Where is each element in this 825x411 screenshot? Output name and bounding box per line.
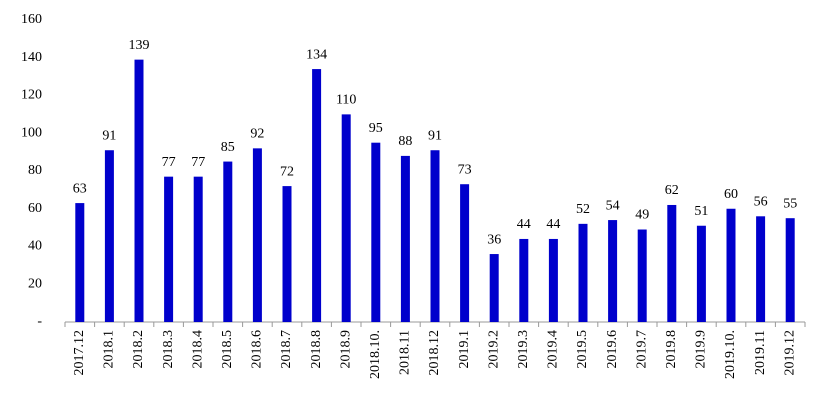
x-tick-label: 2019.6 xyxy=(605,330,620,369)
bar xyxy=(637,229,647,322)
x-tick-label: 2018.12 xyxy=(427,330,442,376)
value-label: 134 xyxy=(306,47,327,62)
x-tick-label: 2019.8 xyxy=(664,330,679,369)
value-label: 54 xyxy=(606,198,620,213)
value-label: 77 xyxy=(162,155,176,170)
value-label: 92 xyxy=(250,127,264,142)
y-tick-label: 60 xyxy=(28,201,42,216)
bar xyxy=(548,238,558,322)
x-tick-label: 2018.7 xyxy=(279,330,294,369)
bar xyxy=(430,150,440,322)
bar xyxy=(75,203,85,322)
bar xyxy=(519,238,529,322)
value-label: 77 xyxy=(191,155,205,170)
value-label: 110 xyxy=(336,93,356,108)
x-tick-label: 2018.4 xyxy=(190,330,205,369)
x-tick-label: 2019.5 xyxy=(575,330,590,369)
value-label: 95 xyxy=(369,121,383,136)
value-label: 52 xyxy=(576,202,590,217)
x-tick-label: 2018.10. xyxy=(368,330,383,379)
value-label: 56 xyxy=(754,195,768,210)
value-label: 139 xyxy=(129,38,150,53)
value-label: 60 xyxy=(724,187,738,202)
bar xyxy=(164,176,174,322)
bar xyxy=(756,216,766,322)
y-tick-label: 140 xyxy=(21,50,42,65)
y-tick-label: 80 xyxy=(28,163,42,178)
bar xyxy=(282,186,292,322)
bar xyxy=(223,161,233,322)
bar xyxy=(578,223,588,322)
value-label: 91 xyxy=(102,128,116,143)
bar xyxy=(785,218,795,322)
x-tick-label: 2019.10. xyxy=(723,330,738,379)
x-tick-label: 2019.9 xyxy=(694,330,709,369)
bar xyxy=(104,150,114,322)
x-tick-label: 2018.1 xyxy=(102,330,117,369)
y-tick-label: 40 xyxy=(28,239,42,254)
x-tick-label: 2018.9 xyxy=(338,330,353,369)
x-tick-label: 2018.3 xyxy=(161,330,176,369)
bar xyxy=(312,69,322,322)
bar xyxy=(341,114,351,322)
x-tick-label: 2019.12 xyxy=(782,330,797,376)
bar xyxy=(371,142,381,322)
bar xyxy=(608,220,618,322)
y-tick-label: - xyxy=(37,314,42,329)
x-tick-label: 2017.12 xyxy=(72,330,87,376)
value-label: 85 xyxy=(221,140,235,155)
bar xyxy=(489,254,499,322)
bar xyxy=(252,148,262,322)
value-label: 44 xyxy=(546,217,560,232)
value-label: 51 xyxy=(694,204,708,219)
y-tick-label: 120 xyxy=(21,88,42,103)
bar xyxy=(193,176,203,322)
x-tick-label: 2019.7 xyxy=(634,330,649,369)
bar xyxy=(134,59,144,322)
x-tick-label: 2019.4 xyxy=(546,330,561,369)
bar xyxy=(460,184,470,322)
bar xyxy=(696,225,706,322)
bar xyxy=(400,155,410,322)
y-tick-label: 100 xyxy=(21,125,42,140)
x-tick-label: 2018.6 xyxy=(250,330,265,369)
bar xyxy=(726,208,736,322)
value-label: 88 xyxy=(398,134,412,149)
value-label: 36 xyxy=(487,232,501,247)
x-tick-label: 2019.11 xyxy=(753,330,768,375)
value-label: 73 xyxy=(458,162,472,177)
x-tick-label: 2019.2 xyxy=(486,330,501,369)
value-label: 44 xyxy=(517,217,531,232)
value-label: 49 xyxy=(635,208,649,223)
x-tick-label: 2018.5 xyxy=(220,330,235,369)
value-label: 91 xyxy=(428,128,442,143)
value-label: 63 xyxy=(73,181,87,196)
x-tick-label: 2018.8 xyxy=(309,330,324,369)
x-tick-label: 2019.1 xyxy=(457,330,472,369)
bar xyxy=(667,204,677,322)
x-tick-label: 2019.3 xyxy=(516,330,531,369)
value-label: 62 xyxy=(665,183,679,198)
y-tick-label: 160 xyxy=(21,12,42,27)
value-label: 72 xyxy=(280,164,294,179)
x-tick-label: 2018.11 xyxy=(398,330,413,375)
value-label: 55 xyxy=(783,196,797,211)
x-tick-label: 2018.2 xyxy=(131,330,146,369)
y-tick-label: 20 xyxy=(28,276,42,291)
